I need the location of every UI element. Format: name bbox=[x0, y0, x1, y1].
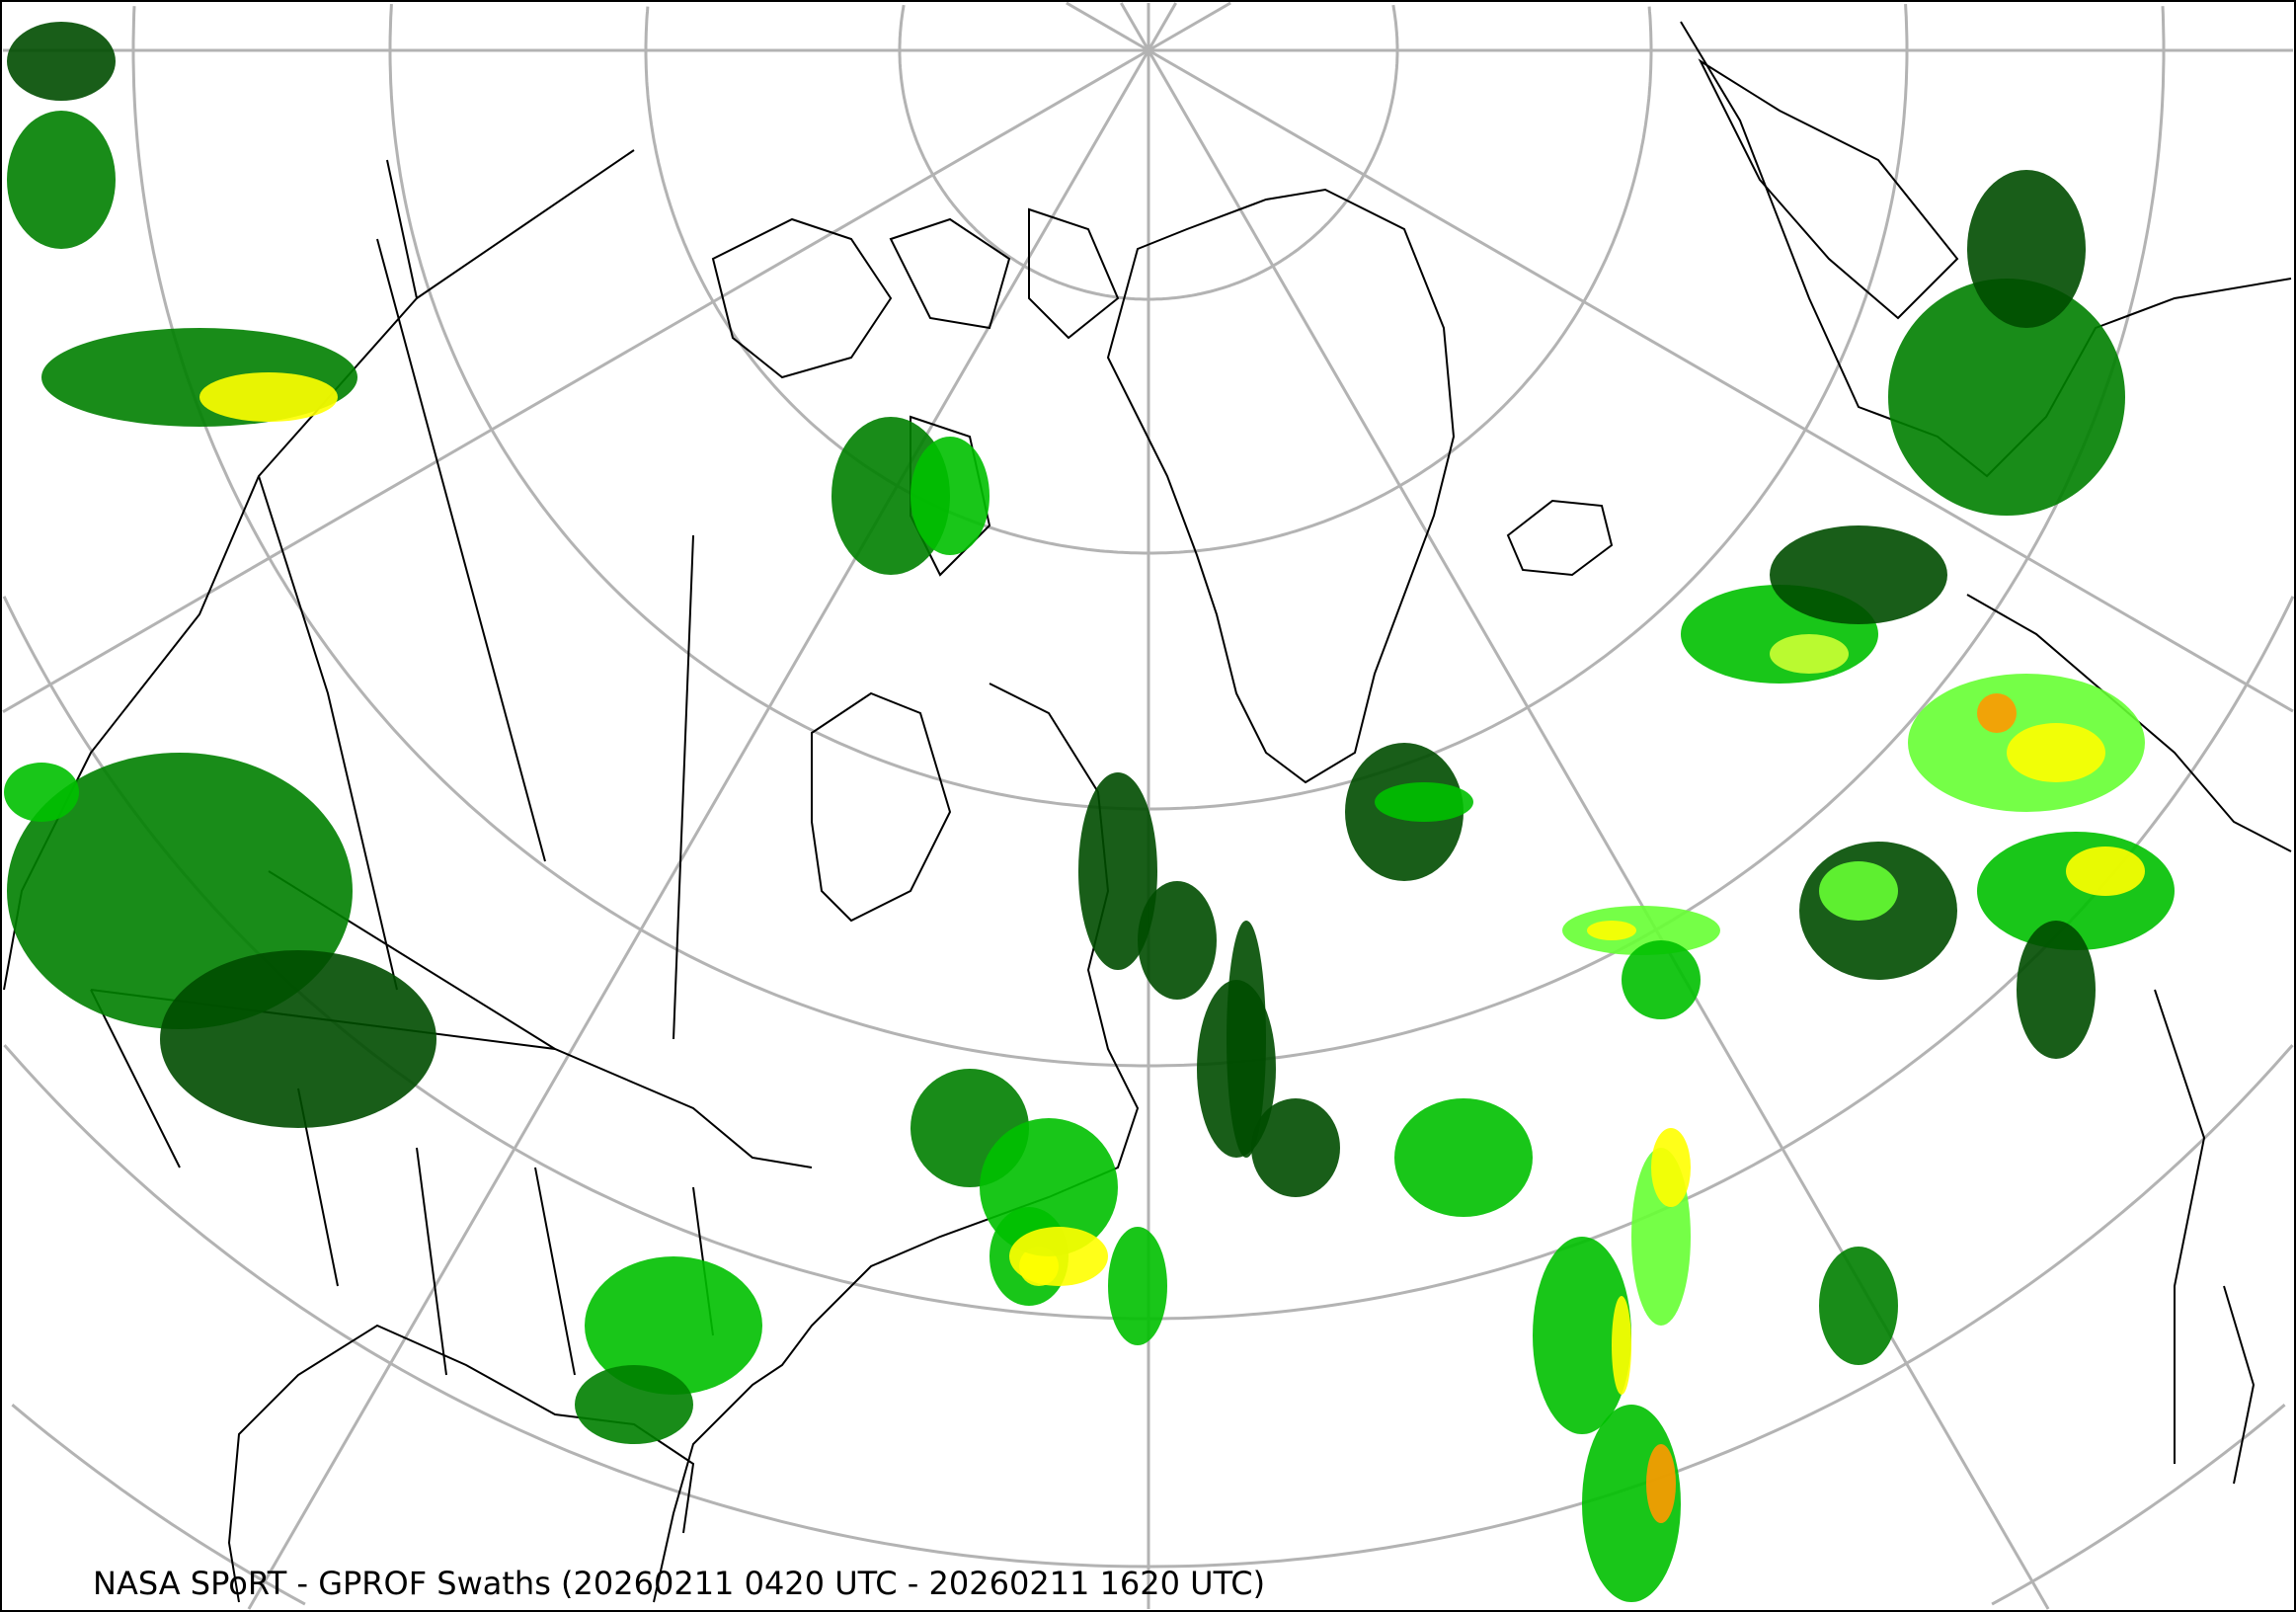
precip-area bbox=[1587, 921, 1636, 940]
precip-area bbox=[980, 1118, 1118, 1256]
precip-area bbox=[1967, 170, 2086, 328]
precip-area bbox=[199, 372, 338, 422]
meridian-line bbox=[1148, 2, 1231, 52]
latitude-circle bbox=[131, 6, 2166, 1068]
scandinavia-outline bbox=[1698, 58, 1959, 320]
precip-area bbox=[1770, 634, 1849, 674]
hudson-bay-outline bbox=[811, 691, 952, 923]
precip-area bbox=[1009, 1227, 1108, 1286]
precip-area bbox=[575, 1365, 693, 1444]
precip-area bbox=[7, 22, 116, 101]
latitude-circle bbox=[11, 1404, 2286, 1606]
precip-area bbox=[1375, 782, 1473, 822]
precip-area bbox=[1108, 1227, 1167, 1345]
precip-area bbox=[1622, 940, 1701, 1019]
meridian-line bbox=[1148, 48, 2294, 713]
precip-area bbox=[1819, 861, 1898, 921]
precip-area bbox=[1612, 1296, 1631, 1395]
precip-area bbox=[1562, 906, 1720, 955]
precip-area bbox=[1977, 693, 2017, 733]
precip-area bbox=[160, 950, 436, 1128]
precip-area bbox=[1138, 881, 1217, 1000]
greenland-outline bbox=[1106, 188, 1456, 784]
precip-area bbox=[1251, 1098, 1340, 1197]
latitude-circle bbox=[3, 1044, 2294, 1569]
meridian-line bbox=[1147, 49, 2050, 1610]
meridian-line bbox=[1147, 2, 1177, 51]
meridian-line bbox=[1066, 2, 1149, 52]
precip-area bbox=[1078, 772, 1157, 970]
precip-area bbox=[4, 763, 79, 822]
precip-area bbox=[1533, 1237, 1631, 1434]
precip-area bbox=[2007, 723, 2105, 782]
precip-area bbox=[1819, 1247, 1898, 1365]
precip-area bbox=[7, 111, 116, 249]
precip-area bbox=[1770, 525, 1947, 624]
meridian-line bbox=[1120, 2, 1150, 51]
precip-area bbox=[1646, 1444, 1676, 1523]
precip-area bbox=[2017, 921, 2096, 1059]
precip-area bbox=[1227, 921, 1266, 1158]
meridian-line bbox=[2, 48, 1149, 713]
meridian-line bbox=[247, 49, 1150, 1610]
precip-area bbox=[1888, 279, 2125, 516]
latitude-circle bbox=[898, 4, 1399, 301]
precip-area bbox=[585, 1256, 762, 1395]
arctic-islands bbox=[711, 207, 1120, 577]
precip-area bbox=[910, 437, 990, 555]
precip-area bbox=[2066, 846, 2145, 896]
latitude-circle bbox=[644, 6, 1653, 555]
map-title: NASA SPoRT - GPROF Swaths (20260211 0420… bbox=[93, 1565, 1266, 1602]
precip-area bbox=[1394, 1098, 1533, 1217]
precip-area bbox=[1651, 1128, 1691, 1207]
provincial-borders bbox=[90, 149, 714, 1376]
precipitation-swaths bbox=[4, 22, 2175, 1602]
iceland-outline bbox=[1506, 499, 1614, 577]
precip-area bbox=[831, 417, 950, 575]
